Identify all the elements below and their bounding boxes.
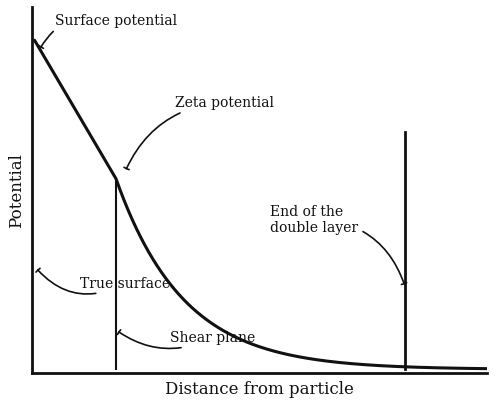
Text: Surface potential: Surface potential <box>39 14 177 49</box>
X-axis label: Distance from particle: Distance from particle <box>165 380 354 396</box>
Text: Zeta potential: Zeta potential <box>124 96 274 170</box>
Text: True surface: True surface <box>36 269 170 294</box>
Y-axis label: Potential: Potential <box>8 153 25 228</box>
Text: End of the
double layer: End of the double layer <box>270 205 407 285</box>
Text: Shear plane: Shear plane <box>117 330 255 349</box>
